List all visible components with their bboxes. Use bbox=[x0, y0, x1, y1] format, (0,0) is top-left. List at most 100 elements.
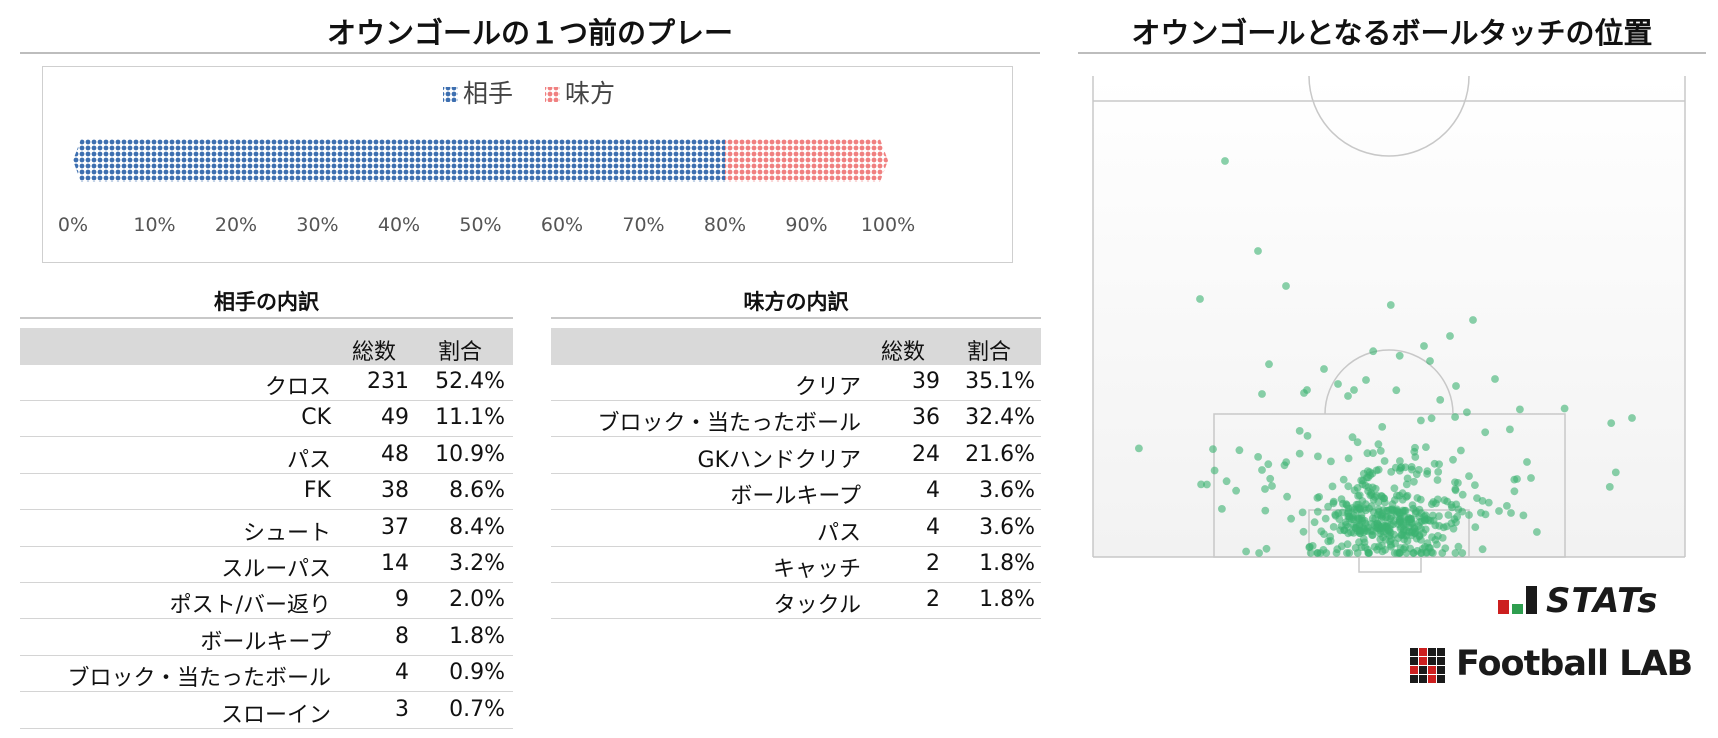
scatter-point bbox=[1380, 498, 1389, 507]
scatter-point bbox=[1491, 375, 1499, 383]
scatter-point bbox=[1458, 549, 1467, 557]
scatter-point bbox=[1387, 542, 1395, 551]
scatter-point bbox=[1337, 495, 1346, 503]
scatter-point bbox=[1334, 380, 1342, 388]
scatter-point bbox=[1412, 534, 1421, 543]
row-label: タックル bbox=[773, 593, 861, 619]
scatter-point bbox=[1353, 438, 1362, 447]
scatter-point bbox=[1513, 475, 1521, 483]
header-ratio: 割合 bbox=[438, 340, 483, 365]
scatter-point bbox=[1465, 511, 1473, 519]
bar-segment-opponent bbox=[73, 139, 725, 182]
scatter-point bbox=[1295, 427, 1304, 435]
scatter-point bbox=[1527, 474, 1535, 482]
scatter-point bbox=[1266, 474, 1275, 483]
scatter-point bbox=[1395, 351, 1404, 360]
scatter-point bbox=[1471, 481, 1479, 489]
row-label: クリア bbox=[794, 375, 861, 400]
scatter-point bbox=[1364, 483, 1373, 492]
row-total: 39 bbox=[912, 369, 940, 394]
scatter-point bbox=[1503, 502, 1511, 510]
scatter-point bbox=[1310, 518, 1319, 527]
row-label: キャッチ bbox=[772, 557, 861, 582]
scatter-point bbox=[1478, 545, 1487, 554]
stacked-bar-chart: 相手 味方 0% 10% 20% 30% 40% 50% 60% 70% 80% 90% 100% bbox=[42, 66, 1013, 263]
scatter-point bbox=[1331, 511, 1340, 520]
legend-label-opponent: 相手 bbox=[463, 79, 513, 108]
table-row: GKハンドクリア 24 21.6% bbox=[551, 438, 1041, 474]
row-label: FK bbox=[303, 478, 331, 504]
scatter-point bbox=[1261, 506, 1270, 515]
scatter-point bbox=[1359, 535, 1368, 543]
row-label: ブロック・当たったボール bbox=[597, 411, 861, 437]
scatter-point bbox=[1364, 549, 1373, 557]
row-ratio: 32.4% bbox=[965, 405, 1035, 431]
x-tick-label: 30% bbox=[296, 214, 338, 236]
scatter-point bbox=[1400, 513, 1409, 521]
scatter-point bbox=[1298, 508, 1307, 517]
scatter-point bbox=[1478, 497, 1487, 505]
header-total: 総数 bbox=[352, 340, 397, 365]
scatter-point bbox=[1407, 515, 1416, 523]
row-label: シュート bbox=[242, 520, 331, 546]
scatter-point bbox=[1533, 528, 1541, 536]
x-tick-label: 50% bbox=[459, 214, 501, 236]
pitch-centre-circle bbox=[1308, 75, 1470, 157]
scatter-point bbox=[1361, 543, 1369, 552]
stats-logo-icon bbox=[1498, 586, 1537, 614]
scatter-point bbox=[1454, 479, 1462, 487]
scatter-point bbox=[1438, 549, 1447, 557]
scatter-point bbox=[1280, 461, 1289, 470]
row-label: ブロック・当たったボール bbox=[67, 666, 331, 692]
scatter-point bbox=[1358, 497, 1367, 505]
x-tick-label: 60% bbox=[541, 214, 583, 236]
scatter-point bbox=[1324, 502, 1332, 511]
scatter-point bbox=[1421, 525, 1430, 534]
scatter-point bbox=[1391, 463, 1400, 472]
row-total: 2 bbox=[926, 551, 940, 576]
scatter-point bbox=[1523, 458, 1531, 466]
row-total: 2 bbox=[926, 587, 940, 613]
x-tick-label: 80% bbox=[704, 214, 746, 236]
scatter-point bbox=[1442, 522, 1451, 531]
row-ratio: 3.2% bbox=[449, 551, 505, 576]
scatter-point bbox=[1358, 517, 1367, 525]
scatter-point bbox=[1434, 468, 1443, 476]
scatter-point bbox=[1356, 504, 1364, 513]
row-ratio: 2.0% bbox=[449, 587, 505, 613]
scatter-point bbox=[1388, 505, 1396, 514]
row-label: スルーパス bbox=[221, 557, 331, 582]
x-tick-label: 40% bbox=[378, 214, 420, 236]
header-ratio: 割合 bbox=[967, 340, 1012, 365]
scatter-point bbox=[1376, 447, 1385, 455]
table-row: ポスト/バー返り 9 2.0% bbox=[20, 583, 513, 620]
scatter-point bbox=[1519, 511, 1528, 520]
scatter-point bbox=[1328, 482, 1337, 491]
scatter-point bbox=[1451, 485, 1460, 493]
scatter-point bbox=[1415, 466, 1423, 474]
scatter-point bbox=[1303, 432, 1312, 440]
scatter-point bbox=[1449, 524, 1458, 533]
scatter-point bbox=[1344, 454, 1353, 463]
scatter-point bbox=[1344, 482, 1353, 491]
scatter-point bbox=[1374, 440, 1383, 449]
scatter-point bbox=[1300, 389, 1308, 397]
row-ratio: 1.8% bbox=[449, 623, 505, 649]
scatter-point bbox=[1452, 382, 1460, 390]
scatter-point bbox=[1383, 512, 1392, 521]
table-row: シュート 37 8.4% bbox=[20, 511, 513, 547]
header-total: 総数 bbox=[881, 340, 926, 365]
scatter-point bbox=[1366, 526, 1375, 535]
scatter-point bbox=[1320, 530, 1328, 538]
row-ratio: 21.6% bbox=[965, 441, 1035, 467]
scatter-point bbox=[1261, 485, 1269, 493]
row-total: 9 bbox=[395, 587, 409, 613]
scatter-point bbox=[1396, 524, 1405, 533]
scatter-point bbox=[1436, 396, 1445, 404]
legend-swatch-own bbox=[545, 87, 560, 102]
scatter-point bbox=[1264, 460, 1273, 469]
legend-swatch-opponent bbox=[443, 87, 458, 102]
x-tick-label: 90% bbox=[785, 214, 827, 236]
table-row: ボールキープ 4 3.6% bbox=[551, 474, 1041, 511]
scatter-point bbox=[1401, 543, 1409, 552]
